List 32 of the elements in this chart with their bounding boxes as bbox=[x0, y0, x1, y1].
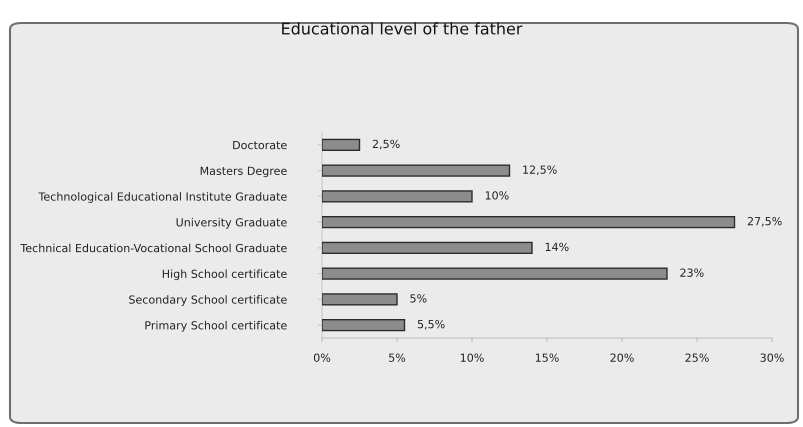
bar bbox=[322, 319, 406, 332]
bar bbox=[322, 293, 398, 306]
bar bbox=[322, 190, 473, 202]
y-tick-label: Secondary School certificate bbox=[129, 295, 287, 306]
bar bbox=[322, 242, 533, 254]
y-tick-label: Technological Educational Institute Graduate bbox=[38, 192, 287, 203]
y-tick-label: Primary School certificate bbox=[145, 320, 287, 332]
x-tick-label: 0% bbox=[314, 353, 330, 362]
data-label: 10% bbox=[486, 191, 509, 200]
y-tick-label: Masters Degree bbox=[200, 166, 287, 178]
bar bbox=[322, 138, 360, 151]
data-label: 5% bbox=[410, 294, 427, 303]
bar bbox=[322, 216, 736, 228]
y-tick-label: University Graduate bbox=[176, 218, 287, 229]
data-label: 12,5% bbox=[523, 165, 557, 175]
y-tick-label: Doctorate bbox=[233, 140, 287, 150]
bar bbox=[322, 164, 510, 177]
data-label: 2,5% bbox=[372, 140, 400, 150]
x-tick-label: 5% bbox=[389, 353, 406, 362]
y-tick-label: Technical Education-Vocational School Graduate bbox=[20, 244, 287, 252]
x-tick-label: 20% bbox=[610, 353, 634, 362]
chart-title: Educational level of the father bbox=[282, 22, 522, 35]
y-tick-label: High School certificate bbox=[162, 269, 287, 280]
x-tick-label: 25% bbox=[685, 353, 709, 362]
x-tick-label: 10% bbox=[460, 353, 484, 362]
bar bbox=[322, 268, 668, 280]
data-label: 23% bbox=[680, 268, 704, 277]
x-tick-label: 15% bbox=[536, 353, 559, 362]
data-label: 5,5% bbox=[418, 320, 445, 330]
data-label: 14% bbox=[546, 242, 569, 252]
data-label: 27,5% bbox=[748, 216, 782, 226]
x-tick-label: 30% bbox=[760, 353, 784, 362]
